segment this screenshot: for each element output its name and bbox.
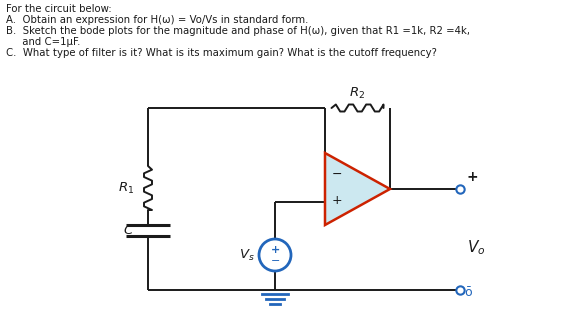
Text: B.  Sketch the bode plots for the magnitude and phase of H(ω), given that R1 =1k: B. Sketch the bode plots for the magnitu…: [6, 26, 470, 36]
Text: $\bar{\mathrm{o}}$: $\bar{\mathrm{o}}$: [464, 286, 473, 300]
Text: $R_2$: $R_2$: [349, 85, 365, 100]
Text: +: +: [332, 194, 343, 208]
Text: and C=1μF.: and C=1μF.: [6, 37, 80, 47]
Text: +: +: [271, 245, 280, 255]
Text: −: −: [332, 168, 343, 181]
Text: $R_1$: $R_1$: [118, 180, 134, 196]
Text: $C$: $C$: [123, 224, 134, 237]
Polygon shape: [325, 153, 390, 225]
Text: For the circuit below:: For the circuit below:: [6, 4, 112, 14]
Text: $V_o$: $V_o$: [467, 238, 486, 257]
Text: +: +: [467, 170, 479, 184]
Text: C.  What type of filter is it? What is its maximum gain? What is the cutoff freq: C. What type of filter is it? What is it…: [6, 48, 437, 58]
Text: −: −: [271, 256, 280, 266]
Text: A.  Obtain an expression for H(ω) = Vo/Vs in standard form.: A. Obtain an expression for H(ω) = Vo/Vs…: [6, 15, 308, 25]
Text: $V_s$: $V_s$: [239, 247, 255, 263]
